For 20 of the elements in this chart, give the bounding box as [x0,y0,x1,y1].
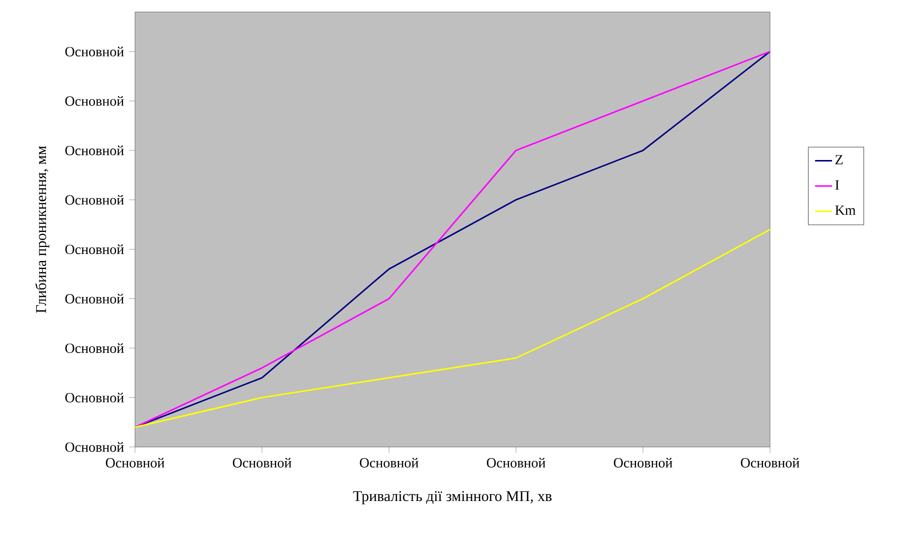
text: Основной [65,46,124,56]
text: Основной [65,343,124,353]
y-axis-title: Глибина проникнення, мм [35,146,50,313]
x-tick-label: Основной [740,458,800,468]
legend-label: I [835,180,839,190]
text: Основной [65,146,124,156]
text: Основной [65,442,124,452]
text: Основной [65,392,124,402]
x-tick-label: Основной [232,458,292,468]
x-axis-title: Тривалість дії змінного МП, хв [353,491,552,504]
legend-label: Z [835,155,843,164]
x-tick-label: Основной [614,458,672,468]
text: Основной [65,96,124,106]
text: Основной [65,194,124,205]
text: Основной [65,244,124,254]
legend-label: Km [835,206,856,215]
x-tick-label: Основной [106,458,164,468]
x-tick-label: Основной [486,458,546,468]
x-tick-label: Основной [360,458,418,468]
text: Основной [65,294,124,304]
